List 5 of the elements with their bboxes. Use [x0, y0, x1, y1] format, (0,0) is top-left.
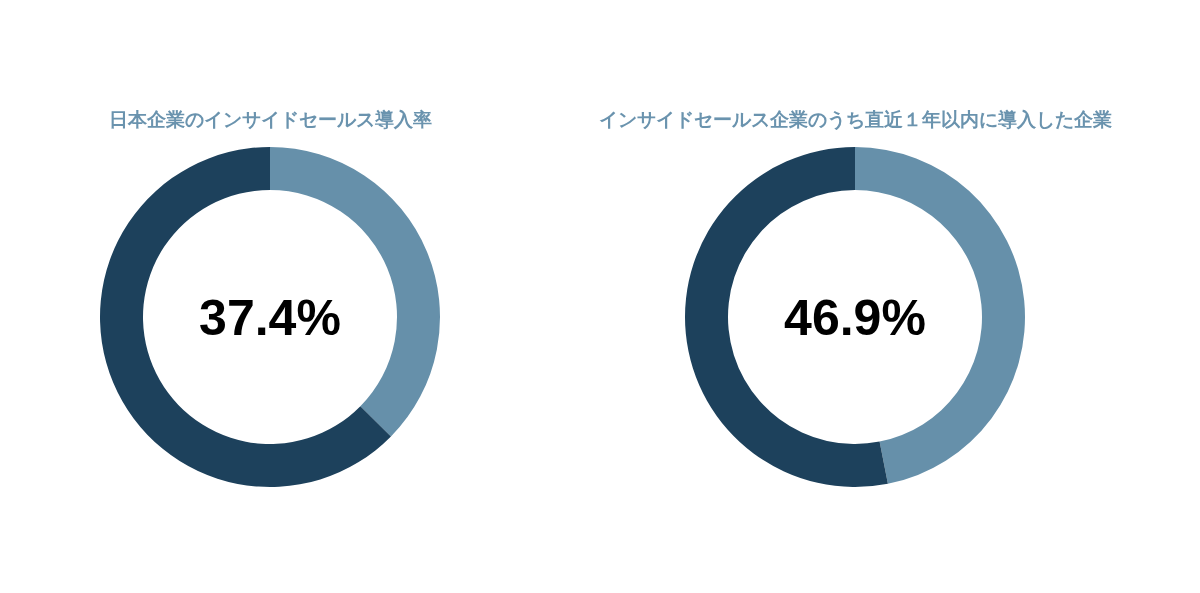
text: 46.9%: [784, 290, 926, 346]
chart-title: 日本企業のインサイドセールス導入率: [108, 108, 432, 130]
text: 37.4%: [199, 290, 341, 346]
donut-slice: [100, 147, 391, 487]
chart-title: インサイドセールス企業のうち直近１年以内に導入した企業: [598, 108, 1112, 131]
